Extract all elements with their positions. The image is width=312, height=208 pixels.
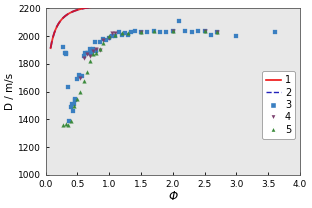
Point	[116, 30, 121, 34]
Point	[75, 97, 80, 100]
Point	[107, 36, 112, 39]
Point	[151, 29, 156, 32]
Point	[88, 54, 93, 57]
Point	[78, 75, 83, 78]
Point	[63, 122, 68, 125]
Point	[63, 52, 68, 56]
Point	[72, 103, 77, 106]
Point	[93, 40, 98, 43]
Point	[104, 39, 109, 42]
Point	[61, 123, 66, 127]
X-axis label: Φ: Φ	[168, 190, 178, 203]
Point	[76, 73, 81, 77]
Point	[81, 57, 86, 60]
Point	[82, 51, 87, 54]
Point	[113, 33, 118, 36]
Point	[84, 51, 89, 54]
Point	[107, 36, 112, 39]
Point	[62, 51, 67, 54]
Point	[94, 50, 99, 53]
Point	[119, 32, 124, 35]
Point	[97, 40, 102, 43]
Point	[100, 37, 105, 41]
Point	[91, 52, 96, 56]
Point	[139, 30, 144, 34]
Point	[177, 19, 182, 22]
Point	[61, 46, 66, 49]
Point	[183, 29, 188, 32]
Point	[145, 30, 150, 34]
Point	[72, 104, 77, 107]
Point	[202, 29, 207, 32]
Y-axis label: D / m/s: D / m/s	[5, 73, 15, 110]
Point	[113, 32, 118, 35]
Point	[139, 30, 144, 34]
Point	[170, 29, 175, 32]
Point	[94, 47, 99, 50]
Point	[68, 105, 73, 109]
Point	[91, 50, 96, 53]
Point	[91, 47, 96, 50]
Point	[88, 47, 93, 50]
Point	[272, 30, 277, 34]
Point	[202, 29, 207, 32]
Point	[215, 30, 220, 34]
Point	[170, 29, 175, 32]
Point	[151, 29, 156, 32]
Point	[94, 51, 99, 54]
Point	[189, 30, 194, 34]
Point	[215, 30, 220, 34]
Point	[78, 76, 83, 79]
Point	[75, 77, 80, 81]
Point	[66, 119, 71, 123]
Point	[65, 86, 70, 89]
Point	[196, 29, 201, 32]
Point	[234, 35, 239, 38]
Point	[81, 54, 86, 57]
Point	[71, 109, 76, 113]
Point	[119, 33, 124, 36]
Point	[170, 29, 175, 32]
Point	[80, 75, 85, 78]
Point	[89, 51, 94, 54]
Point	[84, 71, 89, 74]
Point	[129, 30, 134, 34]
Point	[132, 29, 137, 32]
Point	[65, 123, 70, 127]
Point	[215, 30, 220, 34]
Point	[158, 30, 163, 34]
Point	[70, 103, 75, 106]
Point	[126, 33, 131, 36]
Point	[110, 32, 115, 35]
Point	[107, 35, 112, 38]
Legend: 1, 2, 3, 4, 5: 1, 2, 3, 4, 5	[262, 71, 295, 139]
Point	[73, 97, 78, 100]
Point	[81, 79, 86, 82]
Point	[88, 59, 93, 63]
Point	[97, 47, 102, 50]
Point	[100, 39, 105, 42]
Point	[139, 30, 144, 34]
Point	[113, 35, 118, 38]
Point	[68, 119, 73, 123]
Point	[84, 52, 89, 56]
Point	[72, 98, 77, 102]
Point	[208, 33, 213, 36]
Point	[85, 51, 90, 54]
Point	[123, 32, 128, 35]
Point	[78, 90, 83, 93]
Point	[97, 48, 102, 52]
Point	[202, 29, 207, 32]
Point	[64, 51, 69, 54]
Point	[126, 32, 131, 35]
Point	[164, 30, 169, 34]
Point	[100, 41, 105, 45]
Point	[110, 35, 115, 38]
